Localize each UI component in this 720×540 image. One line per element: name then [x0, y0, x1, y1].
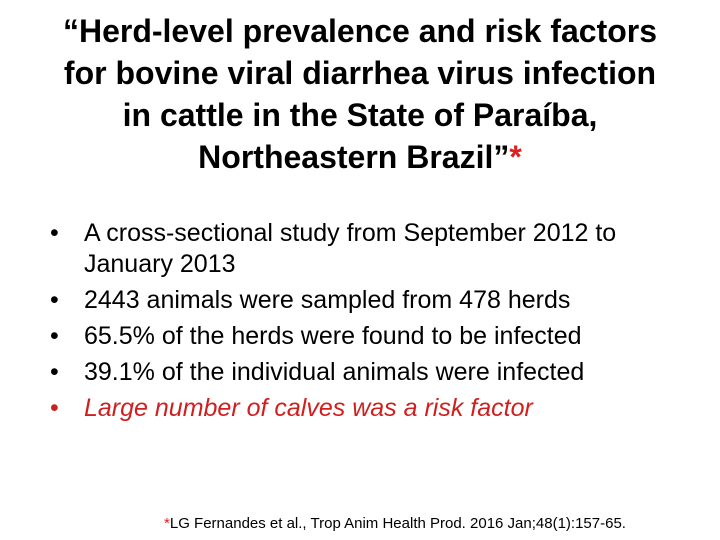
- bullet-icon: •: [50, 394, 59, 422]
- bullet-icon: •: [50, 322, 59, 350]
- bullet-item: • 2443 animals were sampled from 478 herd…: [48, 285, 698, 316]
- footnote-text: LG Fernandes et al., Trop Anim Health Pr…: [169, 515, 626, 532]
- title-line: in cattle in the State of Paraíba,: [122, 97, 598, 133]
- bullet-icon: •: [50, 219, 59, 247]
- title-line-text: Northeastern Brazil”: [198, 139, 510, 175]
- bullet-item: • A cross-sectional study from September …: [48, 218, 698, 280]
- slide-title: “Herd-level prevalence and risk factors …: [20, 10, 700, 178]
- bullet-item: • 65.5% of the herds were found to be inf…: [48, 321, 698, 352]
- footnote-asterisk: *: [164, 515, 170, 532]
- bullet-list: • A cross-sectional study from September …: [48, 218, 698, 429]
- bullet-text: A cross-sectional study from September 2…: [84, 219, 617, 278]
- bullet-text: 65.5% of the herds were found to be infe…: [84, 322, 582, 350]
- bullet-item: • 39.1% of the individual animals were in…: [48, 357, 698, 388]
- bullet-text: 39.1% of the individual animals were inf…: [84, 358, 585, 386]
- title-line: for bovine viral diarrhea virus infectio…: [63, 55, 657, 91]
- bullet-text: 2443 animals were sampled from 478 herds: [84, 286, 571, 314]
- footnote: *LG Fernandes et al., Trop Anim Health P…: [0, 514, 720, 534]
- title-asterisk: *: [509, 139, 522, 175]
- title-line: “Herd-level prevalence and risk factors: [62, 13, 658, 49]
- title-line: Northeastern Brazil”*: [20, 136, 700, 178]
- bullet-text: Large number of calves was a risk factor: [84, 394, 533, 422]
- bullet-item-emphasis: • Large number of calves was a risk facto…: [48, 393, 698, 424]
- bullet-icon: •: [50, 358, 59, 386]
- bullet-icon: •: [50, 286, 59, 314]
